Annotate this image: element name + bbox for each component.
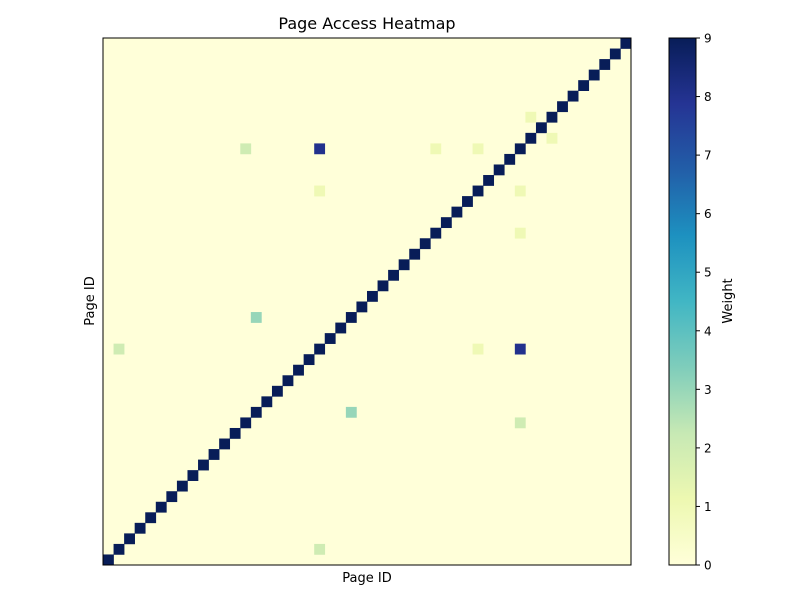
heatmap-diagonal-cell	[345, 312, 357, 323]
heatmap-cell	[546, 132, 558, 144]
colorbar-tick-label: 5	[704, 266, 712, 280]
heatmap-cell	[250, 312, 262, 323]
heatmap-diagonal-cell	[176, 480, 188, 492]
heatmap-cell	[472, 143, 484, 155]
colorbar-tick-label: 7	[704, 149, 712, 163]
heatmap-cell	[430, 143, 442, 155]
heatmap-diagonal-cell	[219, 438, 231, 450]
heatmap-diagonal-cell	[377, 280, 389, 292]
colorbar-tick-label: 2	[704, 441, 712, 455]
heatmap-diagonal-cell	[409, 248, 421, 260]
heatmap-cell	[314, 143, 326, 155]
heatmap-diagonal-cell	[557, 101, 568, 113]
heatmap-diagonal-cell	[282, 375, 294, 387]
colorbar-tick-label: 0	[704, 559, 712, 573]
heatmap-cell	[514, 343, 526, 355]
heatmap-cell	[314, 543, 326, 555]
heatmap-cell	[525, 111, 537, 123]
heatmap-diagonal-cell	[303, 354, 315, 366]
colorbar-tick-label: 1	[704, 500, 712, 514]
chart-title: Page Access Heatmap	[278, 14, 455, 33]
colorbar-tick-label: 6	[704, 207, 712, 221]
heatmap-diagonal-cell	[535, 122, 547, 134]
heatmap-diagonal-cell	[293, 364, 304, 376]
heatmap-diagonal-cell	[462, 196, 473, 207]
heatmap-diagonal-cell	[335, 322, 347, 334]
heatmap-diagonal-cell	[240, 417, 252, 429]
heatmap-cell	[514, 227, 526, 239]
y-axis-label: Page ID	[83, 276, 98, 325]
heatmap-diagonal-cell	[166, 491, 178, 503]
heatmap-diagonal-cell	[356, 301, 368, 313]
heatmap-diagonal-cell	[324, 333, 336, 344]
heatmap-diagonal-cell	[620, 38, 632, 49]
colorbar	[668, 37, 697, 566]
heatmap-cell	[314, 185, 326, 197]
heatmap-diagonal-cell	[609, 48, 621, 60]
heatmap-diagonal-cell	[388, 269, 399, 281]
heatmap-cells	[103, 38, 632, 566]
heatmap-diagonal-cell	[525, 132, 537, 144]
plot-frame	[102, 37, 632, 566]
heatmap-diagonal-cell	[271, 385, 283, 397]
heatmap-diagonal-cell	[588, 69, 600, 81]
heatmap-diagonal-cell	[451, 206, 463, 218]
heatmap-diagonal-cell	[493, 164, 505, 176]
heatmap-cell	[240, 143, 252, 155]
colorbar-tick-label: 4	[704, 324, 712, 338]
heatmap-diagonal-cell	[155, 501, 167, 513]
heatmap-diagonal-cell	[250, 406, 262, 418]
heatmap-diagonal-cell	[261, 396, 273, 408]
colorbar-tick-label: 3	[704, 383, 712, 397]
heatmap-diagonal-cell	[599, 59, 611, 70]
heatmap-diagonal-cell	[472, 185, 484, 197]
heatmap-diagonal-cell	[567, 90, 579, 102]
heatmap-diagonal-cell	[208, 449, 220, 460]
heatmap-diagonal-cell	[440, 217, 452, 229]
heatmap-diagonal-cell	[198, 459, 209, 471]
heatmap-diagonal-cell	[483, 175, 495, 186]
heatmap-diagonal-cell	[546, 111, 558, 123]
heatmap-cell	[514, 417, 526, 429]
heatmap-diagonal-cell	[398, 259, 410, 271]
heatmap-diagonal-cell	[134, 522, 146, 534]
heatmap-cell	[345, 406, 357, 418]
heatmap-diagonal-cell	[430, 227, 442, 239]
heatmap-diagonal-cell	[367, 290, 378, 302]
heatmap-diagonal-cell	[229, 427, 241, 439]
heatmap-diagonal-cell	[419, 238, 431, 250]
heatmap-diagonal-cell	[314, 343, 326, 355]
heatmap-diagonal-cell	[578, 80, 590, 91]
heatmap-cell	[472, 343, 484, 355]
heatmap-diagonal-cell	[124, 533, 135, 545]
colorbar-label: Weight	[721, 278, 736, 323]
colorbar-ticks: 0 1 2 3 4 5 6 7 8 9	[696, 32, 712, 573]
heatmap-cell	[514, 185, 526, 197]
heatmap-diagonal-cell	[103, 554, 114, 566]
heatmap-diagonal-cell	[113, 543, 125, 555]
heatmap-diagonal-cell	[514, 143, 526, 155]
heatmap-diagonal-cell	[187, 470, 199, 481]
x-axis-label: Page ID	[342, 571, 391, 586]
heatmap-diagonal-cell	[504, 153, 516, 165]
colorbar-tick-label: 8	[704, 90, 712, 104]
heatmap-diagonal-cell	[145, 512, 157, 524]
heatmap-cell	[113, 343, 125, 355]
colorbar-tick-label: 9	[704, 32, 712, 46]
